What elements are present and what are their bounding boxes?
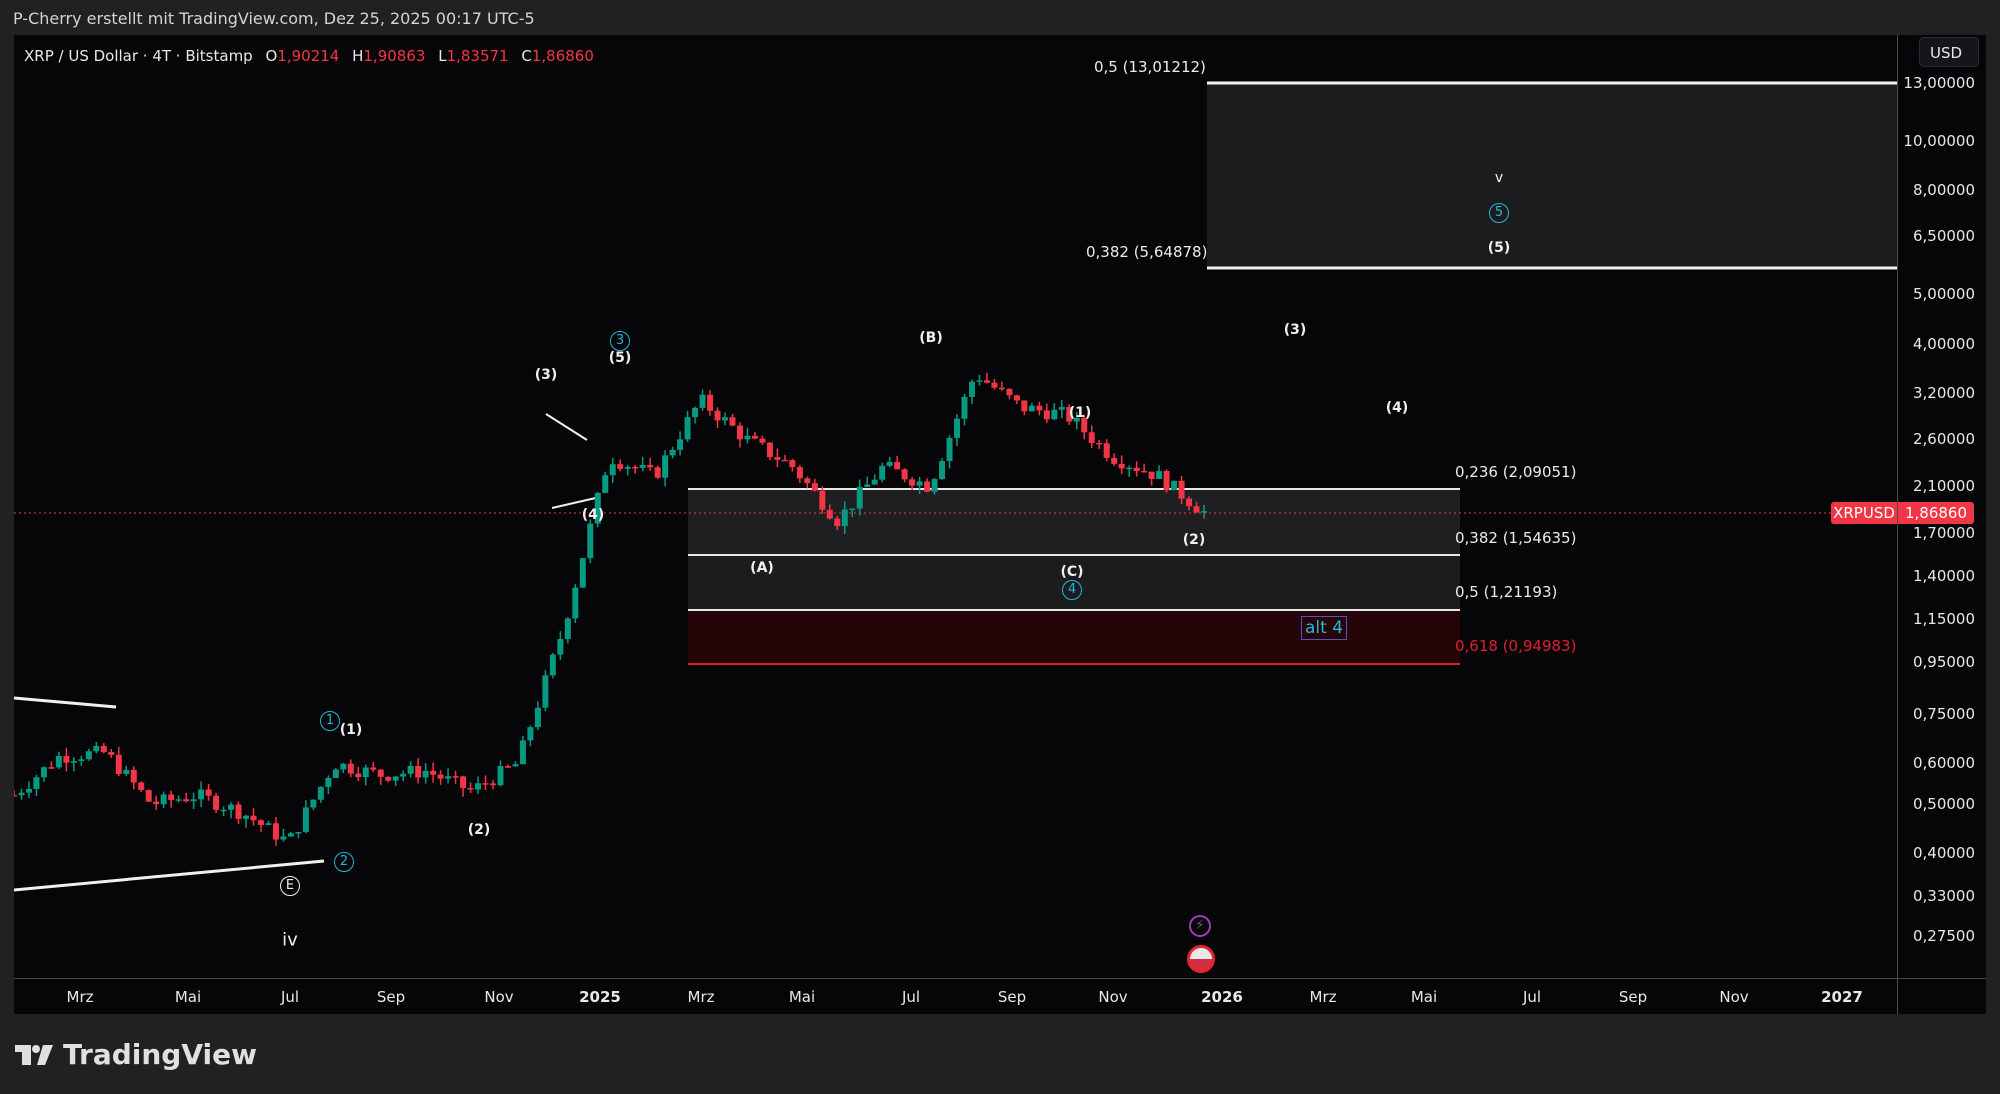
chart-attribution: P-Cherry erstellt mit TradingView.com, D… (13, 9, 535, 28)
candlestick-series (14, 372, 1207, 846)
fib-zone-0236-0382 (688, 489, 1460, 555)
time-tick: Mrz (1309, 988, 1337, 1006)
time-tick: Nov (1098, 988, 1128, 1006)
high-value: 1,90863 (363, 47, 426, 65)
tradingview-wordmark: TradingView (63, 1038, 257, 1071)
alt-4-label: alt 4 (1301, 616, 1347, 640)
wave-label-paren-4b: (4) (1385, 400, 1409, 416)
wave-label-iv: iv (282, 929, 298, 951)
lightning-event-icon[interactable]: ⚡ (1189, 915, 1211, 937)
wave-label-paren-1b: (1) (1068, 405, 1092, 421)
wave-label-E: E (280, 876, 300, 896)
price-tick: 3,20000 (1912, 384, 1975, 403)
price-tick: 0,33000 (1912, 886, 1975, 905)
price-tick: 0,40000 (1912, 844, 1975, 863)
wave-label-circle-2: 2 (334, 852, 354, 872)
wave-label-A: (A) (750, 560, 774, 576)
fib-label-upper-05: 0,5 (13,01212) (1094, 58, 1206, 76)
fib-label-05: 0,5 (1,21193) (1455, 583, 1558, 601)
last-price-label: 1,86860 (1898, 502, 1974, 524)
wave-label-paren-3: (3) (534, 367, 558, 383)
symbol-title: XRP / US Dollar · 4T · Bitstamp (24, 47, 253, 65)
us-flag-event-icon[interactable] (1187, 945, 1215, 973)
time-tick: Sep (376, 988, 406, 1006)
time-tick: Jul (901, 988, 921, 1006)
price-tick: 0,27500 (1912, 926, 1975, 945)
time-tick: Jul (280, 988, 300, 1006)
fib-zone-upper (1207, 83, 1897, 268)
price-tick: 0,95000 (1912, 652, 1975, 671)
chart-panel[interactable]: XRP / US Dollar · 4T · Bitstamp O1,90214… (14, 35, 1986, 1014)
time-tick: Nov (484, 988, 514, 1006)
tradingview-logo: TradingView (15, 1038, 257, 1071)
wave-label-paren-2b: (2) (1182, 532, 1206, 548)
fib-label-upper-0382: 0,382 (5,64878) (1086, 243, 1208, 261)
price-tick: 2,10000 (1912, 477, 1975, 496)
wave-label-paren-5b: (5) (1487, 240, 1511, 256)
price-tick: 8,00000 (1912, 181, 1975, 200)
price-plot[interactable] (14, 35, 1897, 978)
open-value: 1,90214 (277, 47, 340, 65)
axis-corner (1897, 978, 1987, 1014)
time-tick: 2026 (1201, 988, 1243, 1006)
time-tick: Jul (1522, 988, 1542, 1006)
time-tick: Sep (997, 988, 1027, 1006)
price-tick: 5,00000 (1912, 285, 1975, 304)
time-tick: 2025 (579, 988, 621, 1006)
time-axis[interactable]: Mrz Mai Jul Sep Nov 2025 Mrz Mai Jul Sep Nov 2026 Mr… (14, 978, 1986, 1015)
chart-legend: XRP / US Dollar · 4T · Bitstamp O1,90214… (24, 47, 594, 65)
low-value: 1,83571 (446, 47, 509, 65)
wave-label-circle-3: 3 (610, 331, 630, 351)
time-tick: Mrz (687, 988, 715, 1006)
wave-label-paren-5: (5) (608, 350, 632, 366)
fib-label-0382: 0,382 (1,54635) (1455, 529, 1577, 547)
wave-label-circle-1: 1 (320, 711, 340, 731)
fib-zone-05-0618 (688, 610, 1460, 664)
wave-label-paren-4: (4) (581, 507, 605, 523)
price-tick: 1,40000 (1912, 566, 1975, 585)
price-tick: 2,60000 (1912, 430, 1975, 449)
price-tick: 0,75000 (1912, 705, 1975, 724)
time-tick: Sep (1618, 988, 1648, 1006)
price-axis[interactable]: USD 13,00000 10,00000 8,00000 6,50000 5,0000… (1897, 35, 1987, 978)
time-tick: 2027 (1821, 988, 1863, 1006)
time-tick: Mai (174, 988, 202, 1006)
wave-label-C: (C) (1060, 564, 1084, 580)
price-tick: 13,00000 (1903, 74, 1975, 93)
fib-label-0236: 0,236 (2,09051) (1455, 463, 1577, 481)
wave-label-circle-4: 4 (1062, 580, 1082, 600)
time-tick: Mai (788, 988, 816, 1006)
price-tick: 10,00000 (1903, 132, 1975, 151)
wave-label-paren-3b: (3) (1283, 322, 1307, 338)
wave-label-circle-5: 5 (1489, 203, 1509, 223)
currency-button[interactable]: USD (1919, 37, 1979, 67)
price-tick: 0,60000 (1912, 754, 1975, 773)
tradingview-logo-icon (15, 1044, 53, 1065)
wave-label-paren-2: (2) (467, 822, 491, 838)
wave-label-paren-1: (1) (339, 722, 363, 738)
price-tick: 1,15000 (1912, 610, 1975, 629)
price-tick: 6,50000 (1912, 227, 1975, 246)
price-tick: 1,70000 (1912, 524, 1975, 543)
time-tick: Mrz (66, 988, 94, 1006)
price-tick: 4,00000 (1912, 334, 1975, 353)
time-tick: Nov (1719, 988, 1749, 1006)
wave-label-v: v (1494, 170, 1504, 186)
price-tick: 0,50000 (1912, 794, 1975, 813)
close-value: 1,86860 (531, 47, 594, 65)
wave-label-B: (B) (919, 330, 943, 346)
symbol-price-tag: XRPUSD (1831, 502, 1897, 524)
time-tick: Mai (1410, 988, 1438, 1006)
fib-label-0618: 0,618 (0,94983) (1455, 637, 1577, 655)
